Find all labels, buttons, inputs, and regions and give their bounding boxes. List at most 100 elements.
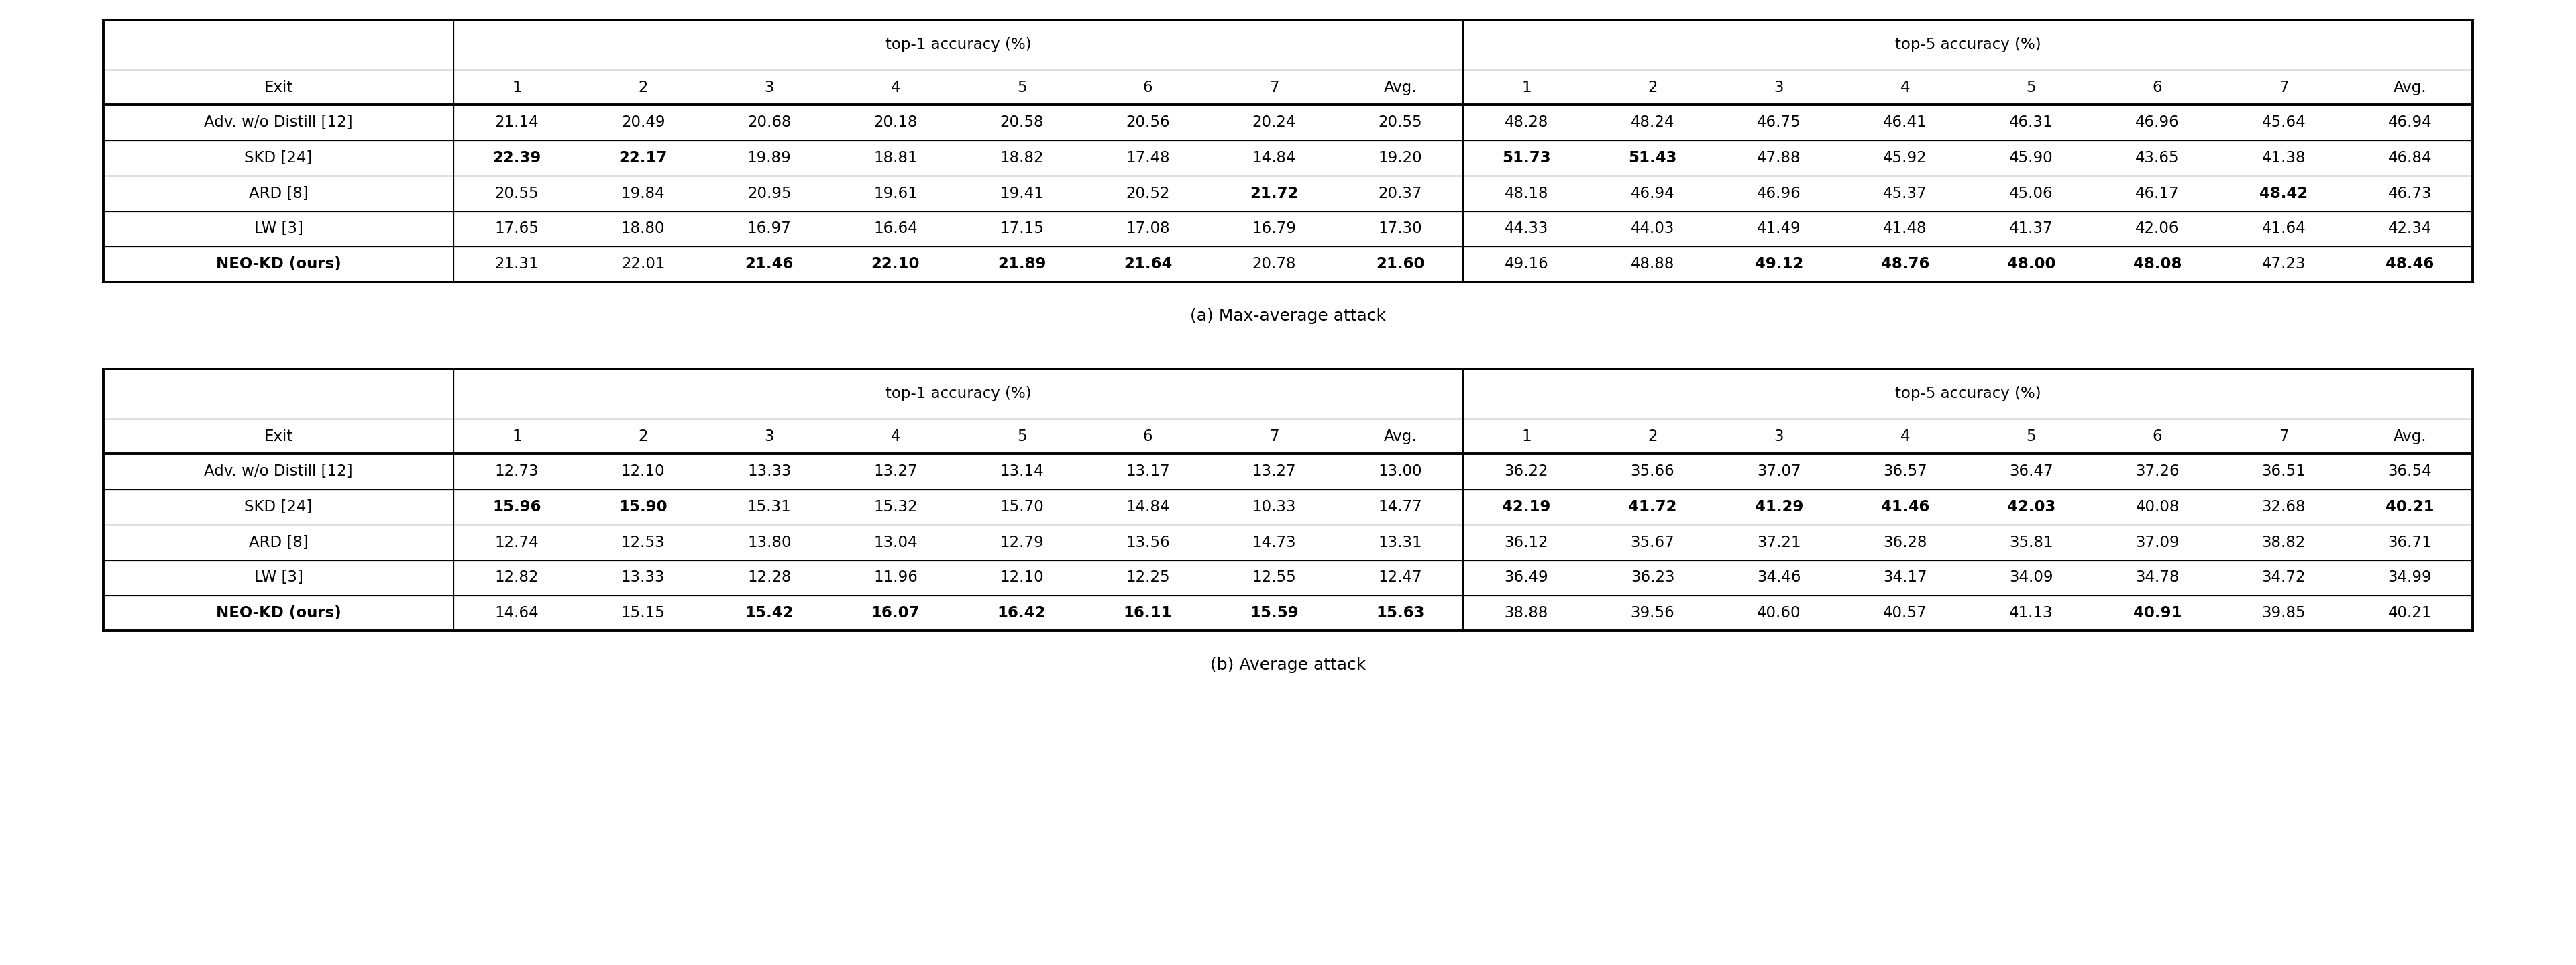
Text: 47.88: 47.88 bbox=[1757, 151, 1801, 166]
Text: 13.27: 13.27 bbox=[1252, 464, 1296, 480]
Text: 45.06: 45.06 bbox=[2009, 185, 2053, 201]
Text: 3: 3 bbox=[1775, 80, 1783, 95]
Text: 36.57: 36.57 bbox=[1883, 464, 1927, 480]
Text: (a) Max-average attack: (a) Max-average attack bbox=[1190, 308, 1386, 324]
Text: 35.81: 35.81 bbox=[2009, 535, 2053, 550]
Text: 5: 5 bbox=[1018, 428, 1028, 444]
Text: top-5 accuracy (%): top-5 accuracy (%) bbox=[1896, 386, 2040, 401]
Text: 48.18: 48.18 bbox=[1504, 185, 1548, 201]
Text: 16.11: 16.11 bbox=[1123, 605, 1172, 620]
Text: 5: 5 bbox=[1018, 80, 1028, 95]
Text: 51.43: 51.43 bbox=[1628, 151, 1677, 166]
Text: 41.29: 41.29 bbox=[1754, 499, 1803, 514]
Text: 20.78: 20.78 bbox=[1252, 257, 1296, 272]
Text: 48.28: 48.28 bbox=[1504, 115, 1548, 130]
Text: 14.64: 14.64 bbox=[495, 605, 538, 620]
Text: 44.03: 44.03 bbox=[1631, 221, 1674, 236]
Text: 46.75: 46.75 bbox=[1757, 115, 1801, 130]
Text: Avg.: Avg. bbox=[2393, 428, 2427, 444]
Text: 14.84: 14.84 bbox=[1252, 151, 1296, 166]
Text: 16.97: 16.97 bbox=[747, 221, 791, 236]
Text: 15.32: 15.32 bbox=[873, 499, 917, 514]
Text: 34.09: 34.09 bbox=[2009, 570, 2053, 586]
Text: 20.52: 20.52 bbox=[1126, 185, 1170, 201]
Text: 13.33: 13.33 bbox=[621, 570, 665, 586]
Text: 4: 4 bbox=[891, 80, 902, 95]
Text: 2: 2 bbox=[639, 80, 649, 95]
Text: Exit: Exit bbox=[263, 428, 294, 444]
Text: 21.46: 21.46 bbox=[744, 257, 793, 272]
Text: 3: 3 bbox=[765, 428, 775, 444]
Text: 15.15: 15.15 bbox=[621, 605, 665, 620]
Text: 37.09: 37.09 bbox=[2136, 535, 2179, 550]
Text: Exit: Exit bbox=[263, 80, 294, 95]
Text: 34.46: 34.46 bbox=[1757, 570, 1801, 586]
Text: 41.49: 41.49 bbox=[1757, 221, 1801, 236]
Text: 6: 6 bbox=[1144, 428, 1154, 444]
Text: 48.00: 48.00 bbox=[2007, 257, 2056, 272]
Text: 19.61: 19.61 bbox=[873, 185, 917, 201]
Text: 6: 6 bbox=[2154, 428, 2161, 444]
Text: 10.33: 10.33 bbox=[1252, 499, 1296, 514]
Text: 14.77: 14.77 bbox=[1378, 499, 1422, 514]
Text: 41.64: 41.64 bbox=[2262, 221, 2306, 236]
Text: 17.08: 17.08 bbox=[1126, 221, 1170, 236]
Text: 12.74: 12.74 bbox=[495, 535, 538, 550]
Text: 22.39: 22.39 bbox=[492, 151, 541, 166]
Text: 2: 2 bbox=[1649, 428, 1656, 444]
Text: 15.59: 15.59 bbox=[1249, 605, 1298, 620]
Text: 13.14: 13.14 bbox=[999, 464, 1043, 480]
Text: 20.68: 20.68 bbox=[747, 115, 791, 130]
Text: 44.33: 44.33 bbox=[1504, 221, 1548, 236]
Text: 12.47: 12.47 bbox=[1378, 570, 1422, 586]
Text: 3: 3 bbox=[765, 80, 775, 95]
Text: 15.90: 15.90 bbox=[618, 499, 667, 514]
Text: top-1 accuracy (%): top-1 accuracy (%) bbox=[886, 386, 1030, 401]
Text: 12.10: 12.10 bbox=[621, 464, 665, 480]
Text: 35.67: 35.67 bbox=[1631, 535, 1674, 550]
Text: 45.90: 45.90 bbox=[2009, 151, 2053, 166]
Text: 19.41: 19.41 bbox=[999, 185, 1043, 201]
Text: 12.73: 12.73 bbox=[495, 464, 538, 480]
Text: 13.80: 13.80 bbox=[747, 535, 791, 550]
Text: 19.84: 19.84 bbox=[621, 185, 665, 201]
Text: 5: 5 bbox=[2027, 428, 2035, 444]
Text: 17.48: 17.48 bbox=[1126, 151, 1170, 166]
Text: 7: 7 bbox=[1270, 428, 1278, 444]
Text: LW [3]: LW [3] bbox=[255, 221, 304, 236]
Text: 20.58: 20.58 bbox=[999, 115, 1043, 130]
Text: 48.46: 48.46 bbox=[2385, 257, 2434, 272]
Text: 15.70: 15.70 bbox=[999, 499, 1043, 514]
Text: LW [3]: LW [3] bbox=[255, 570, 304, 586]
Text: 19.20: 19.20 bbox=[1378, 151, 1422, 166]
Text: 22.17: 22.17 bbox=[618, 151, 667, 166]
Text: SKD [24]: SKD [24] bbox=[245, 499, 312, 514]
Text: 42.19: 42.19 bbox=[1502, 499, 1551, 514]
Text: 34.78: 34.78 bbox=[2136, 570, 2179, 586]
Text: (b) Average attack: (b) Average attack bbox=[1211, 657, 1365, 673]
Text: 40.60: 40.60 bbox=[1757, 605, 1801, 620]
Text: 46.41: 46.41 bbox=[1883, 115, 1927, 130]
Text: 1: 1 bbox=[1522, 428, 1530, 444]
Text: 41.37: 41.37 bbox=[2009, 221, 2053, 236]
Text: 13.04: 13.04 bbox=[873, 535, 917, 550]
Text: 46.73: 46.73 bbox=[2388, 185, 2432, 201]
Text: 41.48: 41.48 bbox=[1883, 221, 1927, 236]
Text: 14.73: 14.73 bbox=[1252, 535, 1296, 550]
Text: 34.99: 34.99 bbox=[2388, 570, 2432, 586]
Text: 15.42: 15.42 bbox=[744, 605, 793, 620]
Text: 16.79: 16.79 bbox=[1252, 221, 1296, 236]
Text: 41.46: 41.46 bbox=[1880, 499, 1929, 514]
Text: 13.00: 13.00 bbox=[1378, 464, 1422, 480]
Text: 21.89: 21.89 bbox=[997, 257, 1046, 272]
Text: 37.26: 37.26 bbox=[2136, 464, 2179, 480]
Text: 36.71: 36.71 bbox=[2388, 535, 2432, 550]
Text: 42.06: 42.06 bbox=[2136, 221, 2179, 236]
Text: 16.42: 16.42 bbox=[997, 605, 1046, 620]
Text: Avg.: Avg. bbox=[2393, 80, 2427, 95]
Text: 12.10: 12.10 bbox=[999, 570, 1043, 586]
Text: top-1 accuracy (%): top-1 accuracy (%) bbox=[886, 38, 1030, 53]
Text: 34.72: 34.72 bbox=[2262, 570, 2306, 586]
Text: 13.33: 13.33 bbox=[747, 464, 791, 480]
Text: 19.89: 19.89 bbox=[747, 151, 791, 166]
